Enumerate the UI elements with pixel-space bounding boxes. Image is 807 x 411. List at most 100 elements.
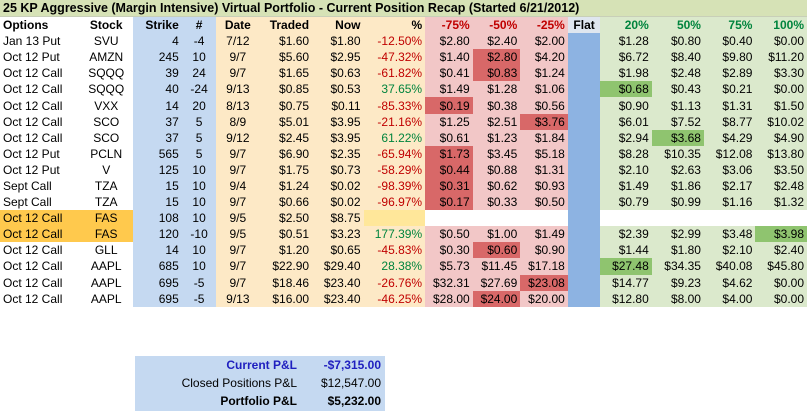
cell-now: $1.80 (312, 33, 364, 50)
cell-now: $0.11 (312, 97, 364, 114)
cell-options: Oct 12 Put (3, 162, 60, 177)
cell-strike: 685 (132, 258, 182, 275)
table-row: Oct 12 Put AMZN 245 10 9/7 $5.60 $2.95 -47.32% $… (0, 49, 807, 66)
cell-strike: 37 (132, 113, 182, 130)
cell-flat (567, 194, 601, 211)
cell-p100: $0.00 (755, 290, 807, 307)
cell-p20: $2.39 (600, 226, 652, 243)
cell-flat (567, 210, 601, 227)
cell-m75: $28.00 (425, 290, 473, 307)
cell-qty: -5 (181, 274, 217, 291)
cell-qty: 10 (181, 242, 217, 259)
cell-traded: $18.46 (259, 274, 313, 291)
header-m75: -75% (425, 17, 473, 34)
header-p20: 20% (600, 17, 652, 34)
header-p50: 50% (651, 17, 704, 34)
cell-stock: AAPL (90, 291, 122, 306)
portfolio-pnl-value: $5,232.00 (327, 394, 381, 408)
closed-pnl-label: Closed Positions P&L (181, 376, 297, 390)
cell-m50: $0.38 (472, 97, 521, 114)
cell-p100: $0.00 (755, 81, 807, 98)
cell-options: Oct 12 Call (3, 82, 63, 97)
cell-m75: $0.30 (425, 242, 473, 259)
cell-m50: $0.88 (472, 161, 521, 178)
cell-pct: -85.33% (363, 97, 426, 114)
cell-m50: $3.45 (472, 145, 521, 162)
cell-p100: $45.80 (755, 258, 807, 275)
cell-p75: $1.16 (703, 194, 756, 211)
cell-strike: 15 (132, 194, 182, 211)
cell-now: $2.35 (312, 145, 364, 162)
cell-p50: $0.99 (651, 194, 704, 211)
header-pct: % (363, 17, 426, 34)
cell-p100: $3.98 (755, 226, 807, 243)
cell-qty: -10 (181, 226, 217, 243)
cell-p75: $40.08 (703, 258, 756, 275)
cell-now: $3.95 (312, 129, 364, 146)
cell-flat (567, 49, 601, 66)
current-pnl-label: Current P&L (226, 358, 297, 372)
cell-flat (567, 226, 601, 243)
header-qty: # (181, 17, 217, 34)
cell-p20: $0.68 (600, 81, 652, 98)
cell-m25: $0.93 (520, 177, 568, 195)
cell-m25 (520, 210, 568, 226)
cell-traded: $6.90 (259, 145, 313, 162)
cell-pct: -96.97% (363, 194, 426, 211)
cell-options: Jan 13 Put (3, 34, 61, 49)
cell-traded: $1.20 (259, 242, 313, 259)
table-header: Options Stock Strike # Date Traded Now% -75% -50… (0, 17, 807, 34)
cell-strike: 108 (132, 210, 182, 227)
cell-strike: 40 (132, 81, 182, 98)
header-options: Options (3, 18, 49, 33)
cell-date: 9/7 (216, 145, 260, 162)
cell-date: 9/4 (216, 177, 260, 195)
cell-m25: $5.18 (520, 145, 568, 162)
cell-m25: $3.76 (520, 113, 568, 130)
cell-flat (567, 274, 601, 291)
cell-p20: $6.72 (600, 49, 652, 66)
cell-now: $29.40 (312, 258, 364, 275)
cell-m25: $1.49 (520, 226, 568, 243)
cell-p20: $6.01 (600, 113, 652, 130)
cell-traded: $1.65 (259, 65, 313, 82)
cell-p75: $3.06 (703, 161, 756, 178)
cell-date: 7/12 (216, 33, 260, 50)
cell-strike: 695 (132, 290, 182, 307)
cell-p75: $8.77 (703, 113, 756, 130)
portfolio-pnl-row: Portfolio P&L $5,232.00 (135, 392, 385, 410)
cell-qty: -4 (181, 33, 217, 50)
cell-m75: $1.73 (425, 145, 473, 162)
cell-m25: $1.06 (520, 81, 568, 98)
cell-stock: GLL (94, 243, 118, 258)
cell-qty: 10 (181, 210, 217, 227)
cell-qty: 10 (181, 49, 217, 66)
cell-now: $8.75 (312, 210, 364, 227)
cell-stock: AAPL (90, 259, 122, 274)
cell-stock: SVU (93, 34, 119, 49)
cell-traded: $2.50 (259, 210, 313, 227)
table-row: Oct 12 Call AAPL 695 -5 9/13 $16.00 $23.40 -46.… (0, 290, 807, 307)
cell-traded: $0.66 (259, 194, 313, 211)
cell-pct (363, 210, 426, 227)
cell-flat (567, 33, 601, 50)
cell-m75: $0.61 (425, 129, 473, 146)
cell-p20: $1.28 (600, 33, 652, 50)
cell-date: 8/13 (216, 97, 260, 114)
cell-p50: $1.80 (651, 242, 704, 259)
cell-flat (567, 113, 601, 130)
cell-m75: $0.44 (425, 161, 473, 178)
cell-m75: $0.41 (425, 65, 473, 82)
cell-strike: 4 (132, 33, 182, 50)
cell-m75: $32.31 (425, 274, 473, 291)
cell-p20: $14.77 (600, 274, 652, 291)
sheet-title: 25 KP Aggressive (Margin Intensive) Virt… (0, 0, 807, 17)
cell-p100: $0.00 (755, 33, 807, 50)
cell-strike: 37 (132, 129, 182, 146)
cell-m50: $24.00 (472, 290, 521, 307)
cell-pct: -26.76% (363, 274, 426, 291)
table-row: Oct 12 Call SQQQ 39 24 9/7 $1.65 $0.63 -61.82% $… (0, 65, 807, 82)
cell-now: $0.02 (312, 177, 364, 195)
cell-traded: $2.45 (259, 129, 313, 146)
cell-traded: $5.60 (259, 49, 313, 66)
